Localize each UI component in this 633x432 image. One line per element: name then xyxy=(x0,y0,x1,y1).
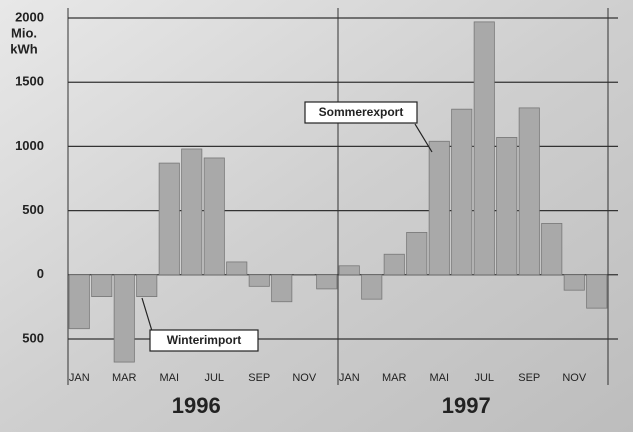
bar xyxy=(474,22,494,275)
x-tick-label: JUL xyxy=(474,372,494,384)
bar xyxy=(452,109,472,275)
chart: Mio. kWh 500 0 500 1000 1500 2000 JAN MAR MAI JUL… xyxy=(0,0,633,432)
annotation: Sommerexport xyxy=(319,105,404,119)
x-tick-label: JAN xyxy=(69,372,90,384)
bar xyxy=(564,275,584,290)
year-label: 1997 xyxy=(442,393,491,418)
bar xyxy=(587,275,607,308)
x-tick-label: SEP xyxy=(248,372,270,384)
y-tick-label: 2000 xyxy=(15,9,44,24)
y-tick-label: 0 xyxy=(37,266,44,281)
bar xyxy=(407,232,427,274)
unit-label: kWh xyxy=(10,41,38,56)
bar xyxy=(114,275,134,362)
x-tick-label: JAN xyxy=(339,372,360,384)
x-tick-label: NOV xyxy=(562,372,587,384)
y-tick-label: 500 xyxy=(22,202,44,217)
x-tick-label: NOV xyxy=(292,372,317,384)
x-tick-label: SEP xyxy=(518,372,540,384)
bar xyxy=(92,275,112,297)
bar xyxy=(227,262,247,275)
y-tick-label: 1000 xyxy=(15,138,44,153)
bar xyxy=(182,149,202,275)
bar xyxy=(249,275,269,287)
bar xyxy=(204,158,224,275)
x-tick-label: JUL xyxy=(204,372,224,384)
bar xyxy=(137,275,157,297)
bar xyxy=(294,275,314,276)
year-label: 1996 xyxy=(172,393,221,418)
bar xyxy=(429,141,449,275)
y-tick-label: 1500 xyxy=(15,74,44,89)
bar xyxy=(159,163,179,275)
bar xyxy=(519,108,539,275)
x-tick-label: MAI xyxy=(159,372,179,384)
x-tick-label: MAR xyxy=(382,372,407,384)
bar xyxy=(497,137,517,274)
bar xyxy=(272,275,292,302)
annotation: Winterimport xyxy=(167,333,242,347)
bar xyxy=(362,275,382,299)
bar xyxy=(384,254,404,275)
bar xyxy=(69,275,89,329)
x-tick-label: MAI xyxy=(429,372,449,384)
x-tick-label: MAR xyxy=(112,372,137,384)
unit-label: Mio. xyxy=(11,25,37,40)
bar xyxy=(317,275,337,289)
y-tick-label: 500 xyxy=(22,330,44,345)
bar xyxy=(339,266,359,275)
bar xyxy=(542,223,562,274)
